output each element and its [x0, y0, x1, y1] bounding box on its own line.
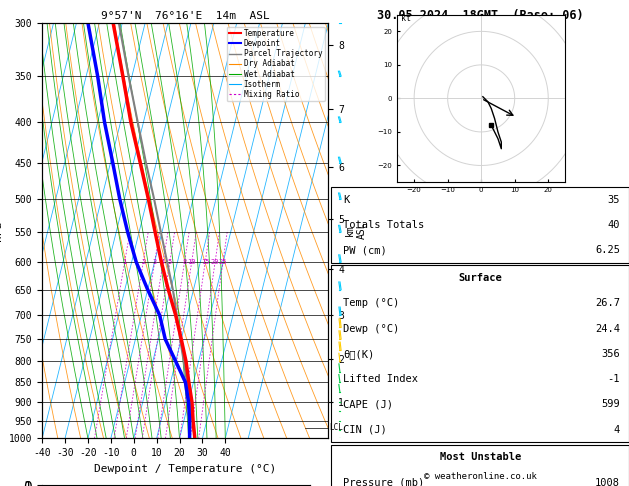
Text: 26.7: 26.7	[595, 298, 620, 308]
Text: 35: 35	[608, 195, 620, 205]
Text: 20: 20	[211, 259, 220, 265]
Text: © weatheronline.co.uk: © weatheronline.co.uk	[424, 472, 537, 481]
Text: CAPE (J): CAPE (J)	[343, 399, 393, 409]
Title: 9°57'N  76°16'E  14m  ASL: 9°57'N 76°16'E 14m ASL	[101, 11, 270, 21]
Bar	[331, 445, 629, 486]
Text: kt: kt	[401, 14, 411, 23]
Bar	[331, 187, 629, 263]
Text: Dewp (°C): Dewp (°C)	[343, 324, 399, 333]
Text: 356: 356	[601, 349, 620, 359]
Text: Lifted Index: Lifted Index	[343, 374, 418, 384]
Text: 10: 10	[187, 259, 196, 265]
Text: 6.25: 6.25	[595, 245, 620, 255]
Text: PW (cm): PW (cm)	[343, 245, 387, 255]
Text: Pressure (mb): Pressure (mb)	[343, 478, 425, 486]
Text: 4: 4	[614, 425, 620, 434]
Text: 15: 15	[201, 259, 209, 265]
Text: 24.4: 24.4	[595, 324, 620, 333]
Text: 25: 25	[219, 259, 227, 265]
Text: 1: 1	[123, 259, 127, 265]
Text: Totals Totals: Totals Totals	[343, 220, 425, 230]
Text: Most Unstable: Most Unstable	[440, 452, 521, 462]
Text: 5: 5	[168, 259, 172, 265]
Legend: Temperature, Dewpoint, Parcel Trajectory, Dry Adiabat, Wet Adiabat, Isotherm, Mi: Temperature, Dewpoint, Parcel Trajectory…	[227, 27, 325, 101]
Text: Temp (°C): Temp (°C)	[343, 298, 399, 308]
Text: K: K	[343, 195, 350, 205]
Text: 2: 2	[141, 259, 145, 265]
Text: Surface: Surface	[459, 273, 502, 283]
X-axis label: Dewpoint / Temperature (°C): Dewpoint / Temperature (°C)	[94, 464, 276, 474]
Text: 8: 8	[182, 259, 187, 265]
Text: 3: 3	[153, 259, 157, 265]
Text: -1: -1	[608, 374, 620, 384]
Text: 1008: 1008	[595, 478, 620, 486]
Text: CIN (J): CIN (J)	[343, 425, 387, 434]
Text: 4: 4	[161, 259, 165, 265]
Text: 30.05.2024  18GMT  (Base: 06): 30.05.2024 18GMT (Base: 06)	[377, 9, 584, 22]
Text: 599: 599	[601, 399, 620, 409]
Y-axis label: hPa: hPa	[0, 221, 3, 241]
Bar	[331, 265, 629, 442]
Text: θᴇ(K): θᴇ(K)	[343, 349, 375, 359]
Text: 40: 40	[608, 220, 620, 230]
Text: LCL: LCL	[330, 423, 343, 433]
Y-axis label: km
ASL: km ASL	[345, 222, 367, 240]
